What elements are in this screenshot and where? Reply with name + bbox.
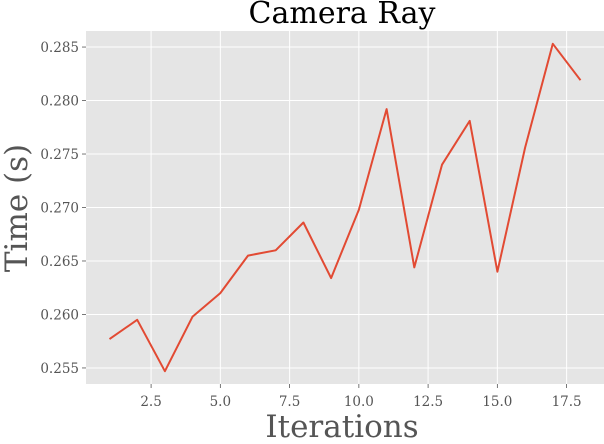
x-tick-label: 7.5 bbox=[279, 394, 300, 410]
series-line bbox=[108, 42, 582, 373]
x-tick-label: 10.0 bbox=[344, 394, 374, 410]
grid bbox=[86, 31, 604, 384]
chart-title: Camera Ray bbox=[249, 0, 436, 31]
y-tick-label: 0.275 bbox=[40, 147, 79, 163]
series-layer bbox=[108, 42, 582, 373]
y-tick-label: 0.270 bbox=[40, 201, 79, 217]
x-tick-label: 17.5 bbox=[552, 394, 582, 410]
x-tick-label: 5.0 bbox=[210, 394, 231, 410]
y-tick-label: 0.260 bbox=[40, 307, 79, 323]
y-tick-label: 0.255 bbox=[40, 361, 79, 377]
y-tick-label: 0.285 bbox=[40, 40, 79, 56]
x-axis-label: Iterations bbox=[265, 409, 418, 444]
y-tick-label: 0.280 bbox=[40, 94, 79, 110]
x-tick-label: 12.5 bbox=[413, 394, 443, 410]
x-tick-label: 15.0 bbox=[482, 394, 512, 410]
y-tick-label: 0.265 bbox=[40, 254, 79, 270]
y-axis-label: Time (s) bbox=[0, 144, 35, 272]
x-tick-label: 2.5 bbox=[140, 394, 161, 410]
ticks: 2.5 5.0 7.5 10.0 12.5 15.0 17.5 0.255 0.260 0.265… bbox=[40, 40, 581, 410]
